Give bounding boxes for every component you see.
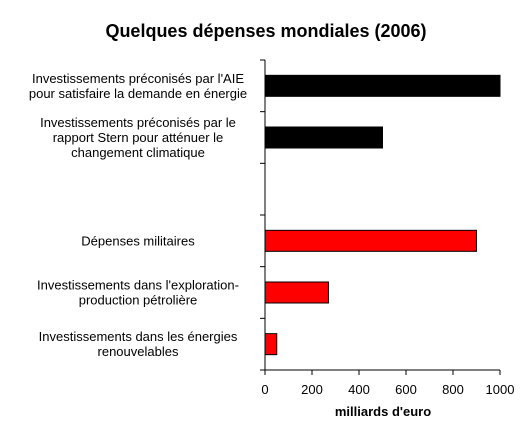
bar bbox=[264, 333, 278, 356]
category-label: Dépenses militaires bbox=[81, 233, 195, 248]
x-tick-label: 200 bbox=[301, 382, 323, 397]
category-label: Investissements dans les énergies bbox=[39, 329, 238, 344]
category-label: renouvelables bbox=[98, 344, 179, 359]
x-tick-label: 1000 bbox=[486, 382, 515, 397]
x-tick-label: 600 bbox=[395, 382, 417, 397]
bar bbox=[264, 229, 477, 252]
category-label: Investissements dans l'exploration- bbox=[37, 278, 239, 293]
category-label: changement climatique bbox=[71, 145, 205, 160]
chart-title: Quelques dépenses mondiales (2006) bbox=[105, 21, 426, 41]
category-label: production pétrolière bbox=[79, 293, 198, 308]
bars bbox=[264, 74, 501, 356]
x-axis-label: milliards d'euro bbox=[335, 404, 431, 419]
bar bbox=[264, 126, 383, 149]
x-axis-ticks: 0 200 400 600 800 1000 bbox=[261, 370, 514, 397]
bar bbox=[264, 281, 329, 304]
x-tick-label: 0 bbox=[261, 382, 268, 397]
x-tick-label: 800 bbox=[442, 382, 464, 397]
plot-area bbox=[260, 59, 500, 371]
category-label: Investissements préconisés par le bbox=[40, 115, 236, 130]
category-label: pour satisfaire la demande en énergie bbox=[29, 86, 247, 101]
category-label: Investissements préconisés par l'AIE bbox=[32, 71, 244, 86]
category-label: rapport Stern pour atténuer le bbox=[53, 130, 224, 145]
category-labels: Investissements préconisés par l'AIEpour… bbox=[29, 71, 247, 359]
x-tick-label: 400 bbox=[348, 382, 370, 397]
bar bbox=[264, 74, 501, 97]
